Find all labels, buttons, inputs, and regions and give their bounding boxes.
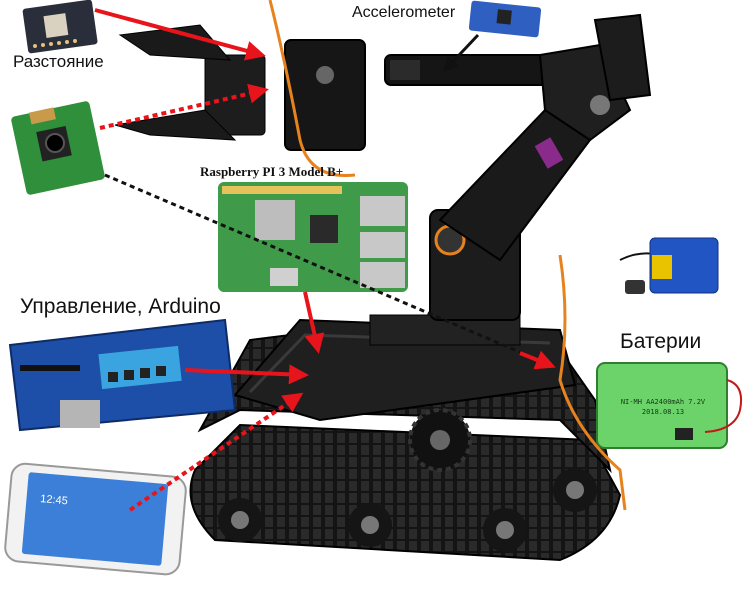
arduino-board bbox=[8, 318, 237, 432]
label-raspberry-pi: Raspberry PI 3 Model B+ bbox=[200, 164, 344, 179]
wheel bbox=[218, 498, 262, 542]
arrow-accelerometer bbox=[442, 33, 480, 73]
wheel bbox=[483, 508, 527, 552]
camera-module bbox=[11, 101, 105, 195]
phone-clock: 12:45 bbox=[40, 493, 68, 507]
accelerometer-board bbox=[468, 0, 542, 38]
arrow-distance bbox=[94, 8, 266, 61]
robot-tank bbox=[189, 314, 622, 562]
label-distance: Разстояние bbox=[13, 52, 104, 71]
smartphone: 12:45 bbox=[4, 462, 187, 576]
arrow-camera-head bbox=[519, 350, 556, 370]
wheel bbox=[348, 503, 392, 547]
distance-sensor-board bbox=[22, 0, 98, 54]
sprocket bbox=[408, 408, 472, 472]
arrow-distance-dashed bbox=[99, 83, 269, 130]
wheel bbox=[553, 468, 597, 512]
battery-pack: NI-MH AA2400mAh 7.2V 2018.08.13 bbox=[596, 362, 743, 449]
robot-arm bbox=[114, 0, 652, 511]
label-accelerometer: Accelerometer bbox=[352, 4, 456, 21]
battery-small bbox=[619, 237, 719, 294]
label-control-arduino: Управление, Arduino bbox=[20, 295, 221, 318]
raspberry-pi-board bbox=[218, 182, 408, 292]
battery-pack-text: NI-MH AA2400mAh 7.2V bbox=[621, 398, 706, 406]
arrow-arduino bbox=[184, 364, 309, 385]
arrow-phone bbox=[128, 392, 304, 512]
label-batteries: Батерии bbox=[620, 330, 702, 353]
battery-pack-date: 2018.08.13 bbox=[642, 408, 684, 416]
arrow-raspberry bbox=[303, 291, 325, 354]
